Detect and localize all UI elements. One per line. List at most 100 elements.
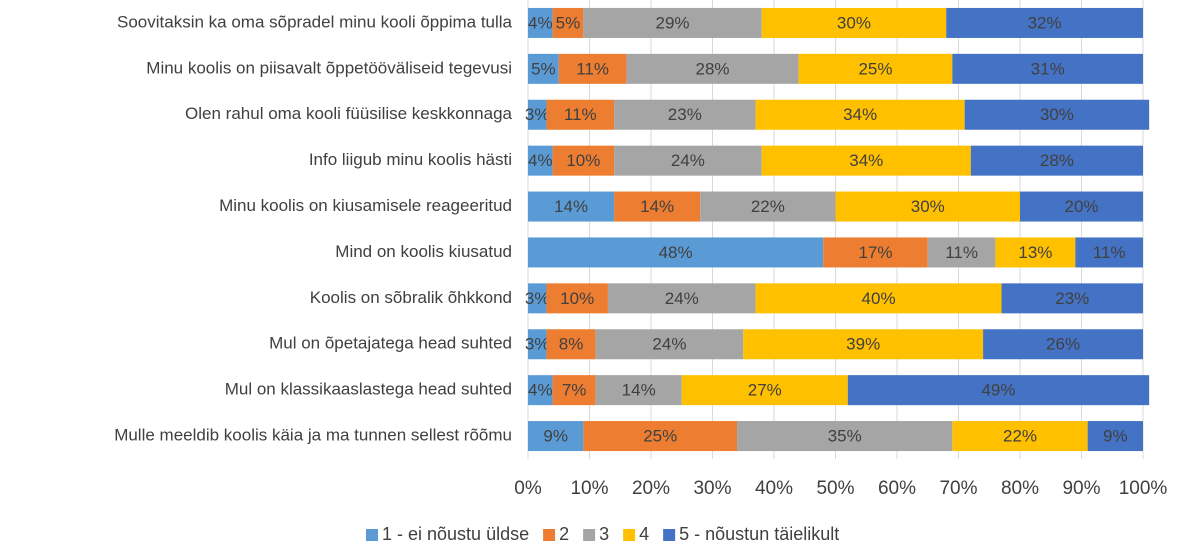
legend-label: 5 - nõustun täielikult xyxy=(679,524,839,544)
bar-segment xyxy=(927,237,996,268)
bar-segment xyxy=(755,283,1002,314)
data-label: 24% xyxy=(665,289,699,308)
bar-segment xyxy=(614,99,756,130)
x-tick-label: 20% xyxy=(632,478,670,499)
x-tick-label: 70% xyxy=(939,478,977,499)
bar-segment xyxy=(552,145,615,176)
data-label: 9% xyxy=(543,427,568,446)
x-tick-label: 40% xyxy=(755,478,793,499)
data-label: 29% xyxy=(656,13,690,32)
bar-segment xyxy=(552,7,584,38)
y-tick-label: Mul on õpetajatega head suhted xyxy=(269,334,512,353)
data-label: 14% xyxy=(554,197,588,216)
legend-swatch xyxy=(663,529,676,541)
y-tick-label: Koolis on sõbralik õhkkond xyxy=(310,288,512,307)
legend-label: 3 xyxy=(599,524,609,544)
data-label: 49% xyxy=(981,381,1015,400)
bar-segment xyxy=(546,329,596,360)
bar-segment xyxy=(970,145,1143,176)
data-label: 27% xyxy=(748,381,782,400)
data-label: 11% xyxy=(564,105,597,124)
bar-segment xyxy=(761,7,947,38)
bar-segment xyxy=(626,53,799,84)
data-label: 25% xyxy=(858,59,892,78)
data-label: 24% xyxy=(671,151,705,170)
bar-segment xyxy=(1001,283,1143,314)
legend-swatch xyxy=(623,529,636,541)
bar-segment xyxy=(700,191,836,222)
y-tick-label: Mind on koolis kiusatud xyxy=(335,242,512,261)
bar-segment xyxy=(583,7,762,38)
legend-swatch xyxy=(366,529,378,541)
data-label: 7% xyxy=(562,381,587,400)
bar-segment xyxy=(835,191,1020,222)
bar-segment xyxy=(607,283,756,314)
bar-segment xyxy=(528,53,559,84)
data-label: 9% xyxy=(1103,427,1128,446)
bar-segment xyxy=(983,329,1143,360)
legend-label: 4 xyxy=(639,524,649,544)
bar-segment xyxy=(952,53,1143,84)
data-label: 22% xyxy=(751,197,785,216)
bar-segment xyxy=(614,191,701,222)
data-label: 5% xyxy=(556,13,581,32)
data-label: 48% xyxy=(659,243,693,262)
y-tick-label: Mul on klassikaaslastega head suhted xyxy=(225,380,512,399)
data-label: 10% xyxy=(560,289,594,308)
bar-segment xyxy=(546,99,615,130)
data-label: 20% xyxy=(1064,197,1098,216)
bar-segment xyxy=(1087,421,1143,452)
data-label: 23% xyxy=(668,105,702,124)
data-label: 13% xyxy=(1018,243,1052,262)
data-label: 26% xyxy=(1046,335,1080,354)
legend-swatch xyxy=(543,529,556,541)
data-label: 11% xyxy=(945,243,978,262)
data-label: 28% xyxy=(695,59,729,78)
data-label: 4% xyxy=(528,381,553,400)
data-label: 11% xyxy=(576,59,609,78)
bar-segment xyxy=(761,145,971,176)
bar-segment xyxy=(798,53,953,84)
data-label: 39% xyxy=(846,335,880,354)
data-label: 14% xyxy=(622,381,656,400)
bar-segment xyxy=(528,283,547,314)
bar-segment xyxy=(528,191,615,222)
data-label: 14% xyxy=(640,197,674,216)
y-tick-label: Info liigub minu koolis hästi xyxy=(309,150,512,169)
data-label: 3% xyxy=(525,289,550,308)
data-label: 3% xyxy=(525,335,550,354)
bar-segment xyxy=(1020,191,1143,222)
y-tick-label: Mulle meeldib koolis käia ja ma tunnen s… xyxy=(114,426,512,445)
x-tick-label: 100% xyxy=(1119,478,1168,499)
data-label: 32% xyxy=(1028,13,1062,32)
data-label: 40% xyxy=(862,289,896,308)
data-label: 30% xyxy=(1040,105,1074,124)
data-label: 31% xyxy=(1031,59,1065,78)
x-tick-label: 30% xyxy=(693,478,731,499)
bar-segment xyxy=(946,7,1143,38)
bar-segment xyxy=(755,99,965,130)
bar-segment xyxy=(952,421,1088,452)
bar-segment xyxy=(528,421,584,452)
data-label: 30% xyxy=(911,197,945,216)
y-tick-label: Minu koolis on kiusamisele reageeritud xyxy=(219,196,512,215)
data-label: 30% xyxy=(837,13,871,32)
y-tick-label: Minu koolis on piisavalt õppetööväliseid… xyxy=(146,58,512,77)
data-label: 34% xyxy=(849,151,883,170)
bar-segment xyxy=(595,375,682,406)
data-label: 11% xyxy=(1093,243,1126,262)
bar-segment xyxy=(964,99,1150,130)
data-label: 28% xyxy=(1040,151,1074,170)
bar-segment xyxy=(847,375,1150,406)
data-label: 23% xyxy=(1055,289,1089,308)
data-label: 34% xyxy=(843,105,877,124)
data-label: 35% xyxy=(828,427,862,446)
x-tick-label: 0% xyxy=(514,478,542,499)
bar-segment xyxy=(528,7,553,38)
data-label: 4% xyxy=(528,151,553,170)
bar-segment xyxy=(558,53,627,84)
bar-segment xyxy=(583,421,738,452)
bar-segment xyxy=(1075,237,1143,268)
data-label: 8% xyxy=(559,335,584,354)
